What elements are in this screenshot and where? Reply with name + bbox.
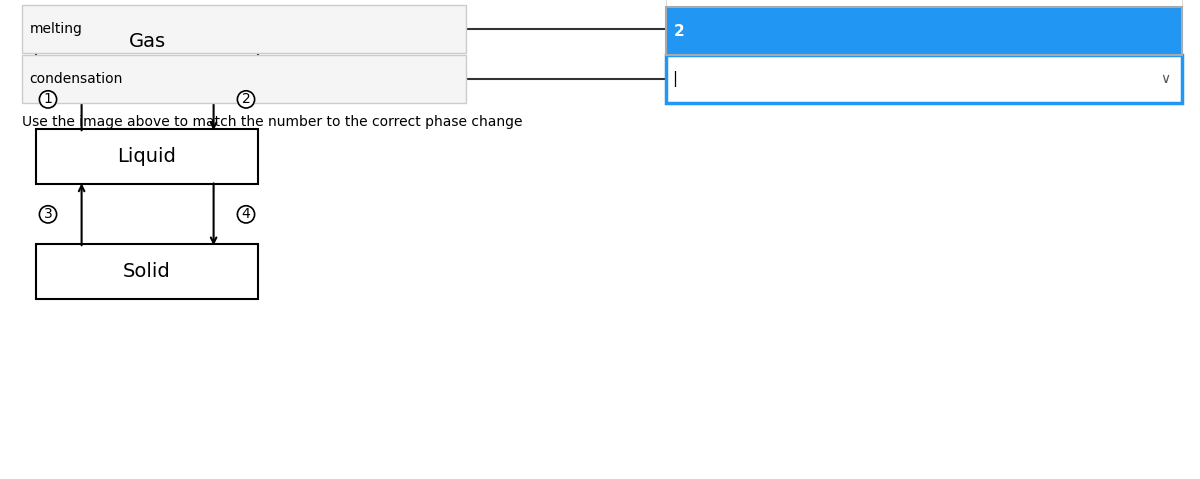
Text: Use the image above to match the number to the correct phase change: Use the image above to match the number … [22,115,522,129]
Bar [36,244,258,299]
Bar [666,7,1182,55]
Text: 1: 1 [43,92,53,106]
Circle shape [238,91,254,108]
Bar [36,14,258,69]
Text: ∨: ∨ [1160,72,1170,86]
Text: Solid: Solid [124,262,170,281]
Text: Liquid: Liquid [118,148,176,166]
Bar [666,7,1182,55]
Text: 3: 3 [43,207,53,221]
Text: condensation: condensation [30,72,122,86]
Bar [36,129,258,184]
Circle shape [40,91,56,108]
Text: 2: 2 [241,92,251,106]
Text: melting: melting [30,22,83,36]
Text: Gas: Gas [128,33,166,51]
Bar [666,55,1182,103]
Bar [666,0,1182,7]
Text: 2: 2 [674,23,685,39]
Circle shape [238,206,254,223]
Circle shape [40,206,56,223]
Text: |: | [672,71,677,87]
Bar [22,55,466,103]
Bar [22,5,466,53]
Text: 4: 4 [241,207,251,221]
